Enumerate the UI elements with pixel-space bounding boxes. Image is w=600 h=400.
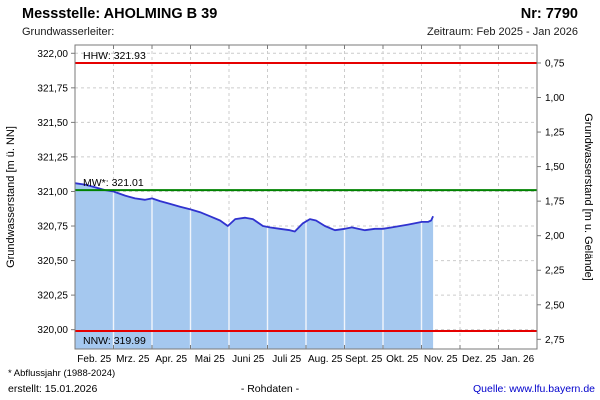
month-label: Apr. 25 (155, 354, 187, 365)
right-tick-label: 2,25 (545, 266, 565, 277)
header-row: Messstelle: AHOLMING B 39 Nr: 7790 (22, 6, 578, 22)
month-label: Dez. 25 (462, 354, 497, 365)
refline-label-hhw: HHW: 321.93 (83, 50, 146, 62)
left-tick-label: 320,75 (37, 222, 68, 233)
right-tick-label: 2,75 (545, 335, 565, 346)
month-label: Nov. 25 (424, 354, 458, 365)
created-date: erstellt: 15.01.2026 (8, 383, 98, 395)
right-tick-label: 1,25 (545, 128, 565, 139)
left-tick-label: 321,75 (37, 83, 68, 94)
rohdaten-label: - Rohdaten - (240, 383, 300, 395)
left-tick-label: 320,25 (37, 291, 68, 302)
page-title: Messstelle: AHOLMING B 39 (22, 6, 218, 22)
left-axis-title: Grundwasserstand [m ü. NN] (5, 126, 17, 268)
left-tick-label: 320,00 (37, 325, 68, 336)
period-label: Zeitraum: Feb 2025 - Jan 2026 (426, 26, 578, 38)
left-tick-label: 320,50 (37, 256, 68, 267)
aquifer-label: Grundwasserleiter: (22, 26, 115, 38)
footnote-abflussjahr: * Abflussjahr (1988-2024) (8, 368, 116, 379)
station-number: Nr: 7790 (520, 6, 578, 22)
month-label: Feb. 25 (77, 354, 111, 365)
right-tick-label: 0,75 (545, 58, 565, 69)
left-tick-label: 321,25 (37, 152, 68, 163)
groundwater-line (74, 182, 434, 233)
month-label: Mai 25 (195, 354, 225, 365)
right-axis-title: Grundwasserstand [m u. Gelände] (582, 113, 594, 281)
left-tick-label: 321,00 (37, 187, 68, 198)
right-tick-label: 2,50 (545, 300, 565, 311)
right-tick-label: 2,00 (545, 231, 565, 242)
month-label: Okt. 25 (386, 354, 419, 365)
right-tick-label: 1,00 (545, 93, 565, 104)
subheader-row: Grundwasserleiter: Zeitraum: Feb 2025 - … (22, 26, 578, 38)
month-label: Mrz. 25 (116, 354, 150, 365)
month-label: Jan. 26 (501, 354, 534, 365)
source-link[interactable]: Quelle: www.lfu.bayern.de (473, 383, 595, 395)
refline-label-nnw: NNW: 319.99 (83, 335, 146, 347)
month-label: Sept. 25 (345, 354, 383, 365)
right-tick-label: 1,75 (545, 197, 565, 208)
left-tick-label: 322,00 (37, 49, 68, 60)
left-tick-label: 321,50 (37, 118, 68, 129)
month-label: Juli 25 (272, 354, 301, 365)
refline-label-mw: MW*: 321.01 (83, 177, 144, 189)
groundwater-area (75, 183, 434, 349)
month-label: Juni 25 (232, 354, 265, 365)
right-tick-label: 1,50 (545, 162, 565, 173)
month-label: Aug. 25 (308, 354, 343, 365)
